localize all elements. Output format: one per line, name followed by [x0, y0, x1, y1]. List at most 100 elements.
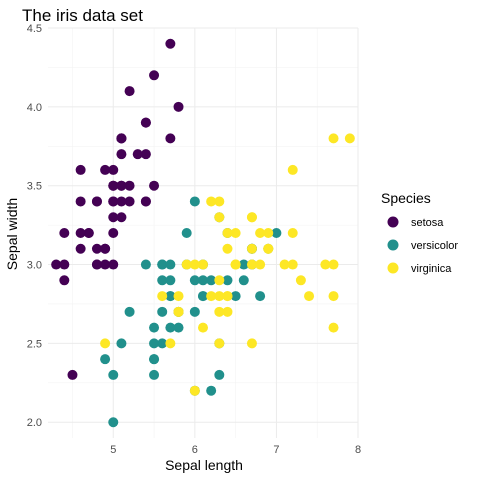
point-virginica: [287, 259, 298, 270]
point-versicolor: [149, 322, 160, 333]
point-setosa: [116, 133, 127, 144]
point-versicolor: [165, 275, 176, 286]
point-virginica: [214, 212, 225, 223]
legend-key-virginica: [387, 262, 399, 274]
point-setosa: [100, 243, 111, 254]
point-virginica: [320, 259, 331, 270]
legend-title: Species: [381, 190, 431, 206]
point-setosa: [75, 164, 86, 175]
point-setosa: [51, 259, 62, 270]
point-versicolor: [149, 369, 160, 380]
point-versicolor: [238, 259, 249, 270]
point-virginica: [263, 228, 274, 238]
point-setosa: [124, 196, 135, 207]
point-setosa: [165, 133, 176, 144]
legend-label-setosa: setosa: [411, 217, 444, 229]
point-virginica: [230, 228, 241, 238]
point-setosa: [100, 259, 111, 270]
y-tick-label: 4.0: [27, 102, 42, 114]
point-setosa: [91, 243, 102, 254]
point-versicolor: [149, 354, 160, 365]
y-axis-title: Sepal width: [4, 198, 20, 270]
point-virginica: [328, 322, 339, 333]
point-versicolor: [189, 275, 200, 286]
x-axis-ticks: 5 6 7 8: [110, 444, 361, 456]
point-virginica: [279, 259, 290, 270]
point-versicolor: [108, 369, 119, 380]
x-axis-title: Sepal length: [165, 457, 243, 473]
point-versicolor: [116, 338, 127, 349]
point-virginica: [214, 306, 225, 317]
point-virginica: [214, 291, 225, 302]
point-setosa: [132, 149, 143, 160]
point-virginica: [214, 196, 225, 207]
y-tick-label: 3.5: [27, 181, 42, 193]
point-virginica: [206, 291, 217, 302]
point-versicolor: [255, 291, 266, 302]
point-virginica: [173, 291, 184, 302]
point-virginica: [304, 291, 315, 302]
point-versicolor: [165, 322, 176, 333]
x-tick-label: 8: [355, 444, 361, 456]
point-virginica: [157, 291, 168, 302]
chart-title: The iris data set: [22, 6, 143, 25]
point-setosa: [75, 243, 86, 254]
point-versicolor: [165, 259, 176, 270]
point-setosa: [91, 259, 102, 270]
point-virginica: [165, 338, 176, 349]
point-virginica: [287, 164, 298, 175]
point-setosa: [149, 180, 160, 191]
y-axis-ticks: 2.0 2.5 3.0 3.5 4.0 4.5: [27, 23, 42, 429]
point-virginica: [198, 322, 208, 333]
point-versicolor: [100, 354, 111, 365]
point-versicolor: [222, 275, 233, 286]
point-setosa: [108, 180, 119, 191]
point-virginica: [328, 133, 339, 144]
point-virginica: [222, 306, 233, 317]
point-versicolor: [198, 275, 208, 286]
point-setosa: [59, 259, 70, 270]
point-virginica: [246, 212, 257, 223]
legend-key-versicolor: [387, 239, 399, 251]
point-virginica: [287, 228, 298, 238]
y-tick-label: 4.5: [27, 23, 42, 35]
point-versicolor: [238, 275, 249, 286]
point-versicolor: [157, 275, 168, 286]
point-virginica: [295, 275, 306, 286]
point-setosa: [100, 164, 111, 175]
y-tick-label: 2.0: [27, 417, 42, 429]
point-virginica: [328, 291, 339, 302]
point-setosa: [165, 38, 176, 49]
point-virginica: [263, 243, 274, 254]
point-setosa: [75, 196, 86, 207]
point-virginica: [246, 338, 257, 349]
x-tick-label: 5: [110, 444, 116, 456]
point-setosa: [116, 180, 127, 191]
legend-label-virginica: virginica: [411, 263, 452, 275]
point-setosa: [108, 228, 119, 238]
point-versicolor: [189, 306, 200, 317]
legend-key-setosa: [387, 216, 399, 228]
point-setosa: [67, 369, 78, 380]
point-virginica: [198, 259, 208, 270]
x-tick-label: 7: [273, 444, 279, 456]
point-virginica: [246, 259, 257, 270]
point-versicolor: [157, 338, 168, 349]
point-virginica: [246, 243, 257, 254]
point-setosa: [108, 259, 119, 270]
point-setosa: [75, 228, 86, 238]
point-setosa: [83, 228, 94, 238]
point-versicolor: [165, 291, 176, 302]
point-versicolor: [206, 275, 217, 286]
point-setosa: [124, 180, 135, 191]
point-setosa: [173, 101, 184, 112]
point-virginica: [222, 243, 233, 254]
point-versicolor: [157, 306, 168, 317]
point-setosa: [91, 196, 102, 207]
legend-items: setosa versicolor virginica: [387, 216, 458, 275]
point-virginica: [214, 338, 225, 349]
point-setosa: [140, 196, 151, 207]
point-virginica: [214, 275, 225, 286]
